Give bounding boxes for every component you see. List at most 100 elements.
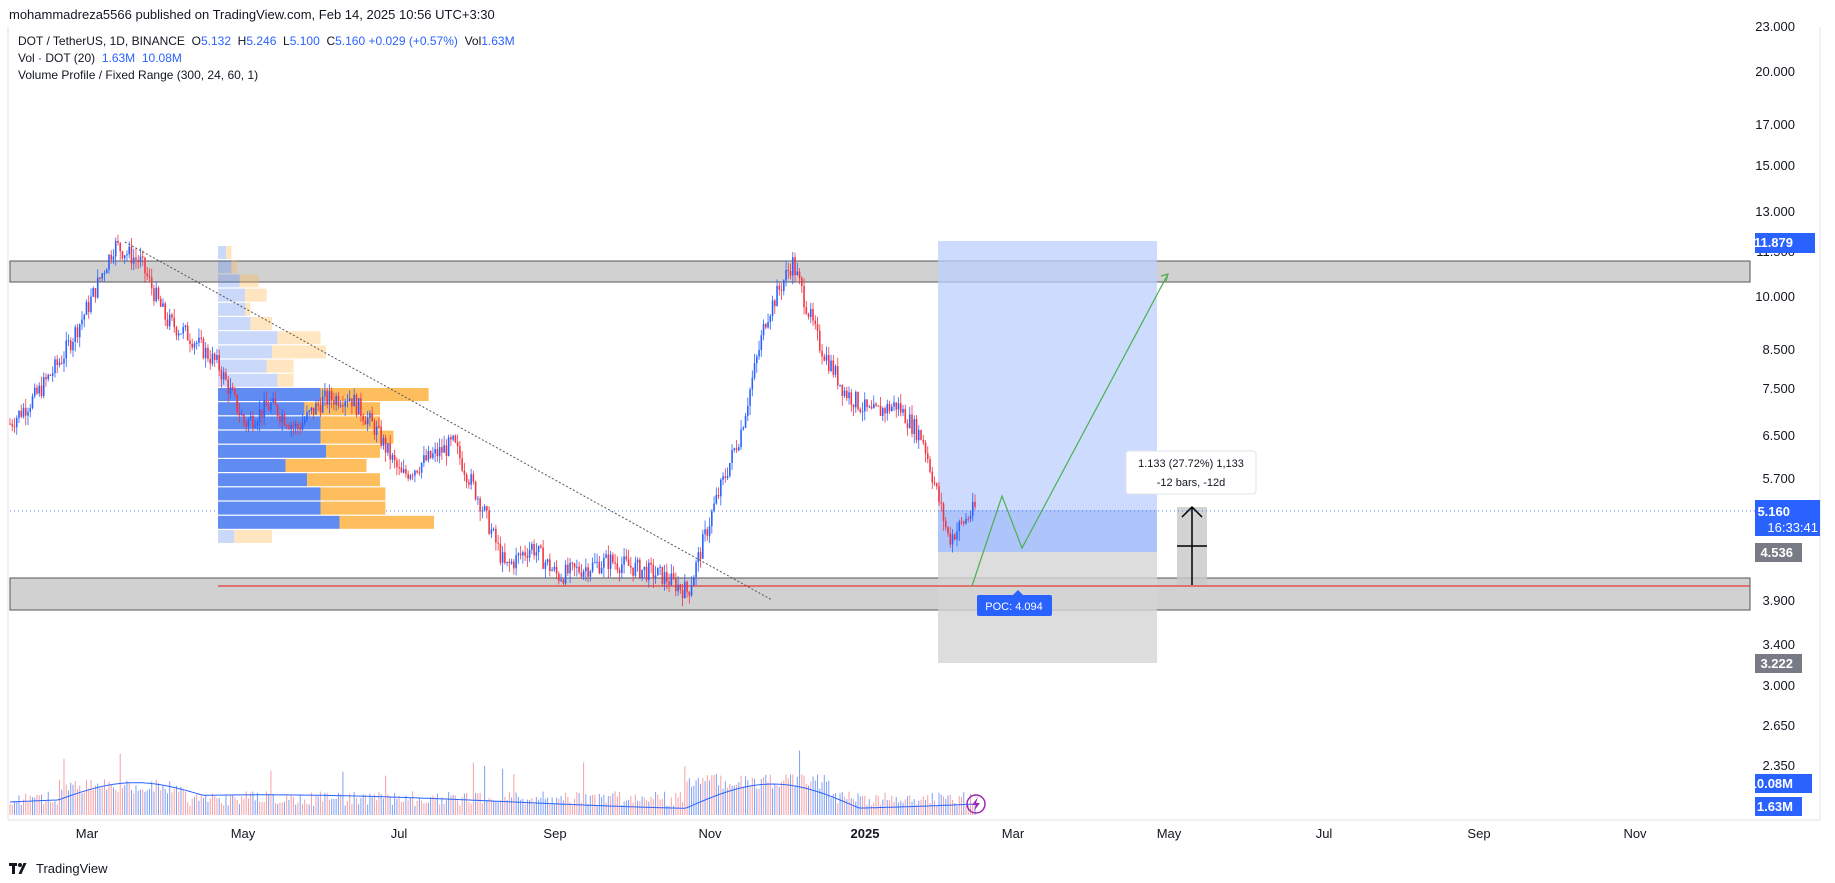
candle-body [207,347,209,359]
high-badge: 11.879 [1754,233,1815,253]
candle-body [175,327,178,336]
price-tick-label: 3.900 [1762,593,1795,608]
candle-body [735,448,738,451]
candle-body [679,584,682,590]
candle-body [758,349,760,357]
candle-body [738,447,740,451]
candle-body [375,426,378,435]
candle-body [697,552,700,563]
vp-down-bar [272,345,326,359]
candle-body [256,422,259,426]
candle-body [447,437,450,456]
time-axis[interactable]: Mar May Jul Sep Nov 2025 Mar May Jul Sep Nov [76,826,1647,841]
candle-body [843,390,846,397]
candle-body [661,566,664,584]
price-tick-label: 5.700 [1762,471,1795,486]
candle-body [238,411,241,415]
candle-body [254,425,256,428]
candle-body [432,453,434,458]
candle-body [319,405,322,413]
last-price-text: 5.160 [1757,504,1790,519]
candle-body [94,288,97,298]
lightning-icon[interactable] [966,794,986,814]
candle-body [326,390,328,405]
candle-body [578,566,580,573]
candle-body [177,333,180,336]
candle-body [845,390,848,399]
candle-body [463,470,466,475]
candle-body [553,566,556,570]
candle-body [544,562,547,569]
candle-body [652,564,655,579]
candle-body [272,398,274,403]
vp-up-bar [218,317,251,330]
candle-body [76,327,79,338]
candle-body [589,571,592,577]
vp-down-bar [320,501,386,515]
candle-body [751,377,754,390]
candle-body [668,581,670,585]
footer-brand[interactable]: TradingView [9,861,108,876]
candle-body [411,475,414,477]
candle-body [659,566,661,568]
candle-body [603,557,605,568]
candle-body [22,407,25,417]
candle-body [63,358,65,364]
candle-body [499,543,502,563]
candle-body [193,343,196,348]
candle-body [128,246,131,255]
stop-badge: 3.222 [1755,654,1802,673]
candle-body [99,277,101,279]
candle-body [427,450,430,461]
candle-body [645,566,648,581]
candle-body [483,506,486,511]
candle-body [836,366,839,386]
time-tick-label: Mar [76,826,99,841]
price-axis[interactable]: 23.00020.00017.00015.00013.00011.50010.0… [1755,19,1795,773]
volume-profile-row[interactable]: Volume Profile / Fixed Range (300, 24, 6… [18,67,515,84]
time-tick-label: Nov [1623,826,1647,841]
candle-body [339,405,342,407]
candle-body [504,552,506,563]
candle-body [180,333,182,335]
candle-body [299,428,301,430]
candle-body [47,374,50,380]
candle-body [967,518,970,520]
candle-body [245,422,247,427]
candle-body [240,414,243,416]
footer-brand-label: TradingView [36,861,108,876]
price-tick-label: 20.000 [1755,64,1795,79]
entry-badge-text: 4.536 [1760,545,1793,560]
candle-body [420,462,423,473]
candle-body [805,307,808,314]
candle-body [695,562,697,578]
candle-body [693,577,695,586]
candle-body [472,474,475,482]
candle-body [74,327,77,342]
price-legend-row[interactable]: DOT / TetherUS, 1D, BINANCE O5.132 H5.24… [18,33,515,50]
candle-body [558,573,560,581]
candle-body [609,554,612,569]
candle-body [929,459,931,472]
candle-body [306,412,308,421]
candle-body [524,552,526,556]
candle-body [146,273,149,277]
candle-body [108,254,110,270]
candle-body [769,316,772,322]
measure-line1: 1.133 (27.72%) 1,133 [1138,458,1244,470]
candle-body [416,470,418,473]
symbol-label[interactable]: DOT / TetherUS, 1D, BINANCE [18,34,185,48]
time-tick-label: Jul [391,826,408,841]
candle-body [940,502,943,504]
candle-body [875,403,877,406]
candle-body [434,449,436,454]
candle-body [281,414,283,422]
candle-body [778,285,781,290]
candle-body [933,482,936,484]
candle-body [902,408,904,413]
volume-indicator-row[interactable]: Vol · DOT (20) 1.63M 10.08M [18,50,515,67]
candle-body [249,416,252,420]
candle-body [958,521,961,532]
